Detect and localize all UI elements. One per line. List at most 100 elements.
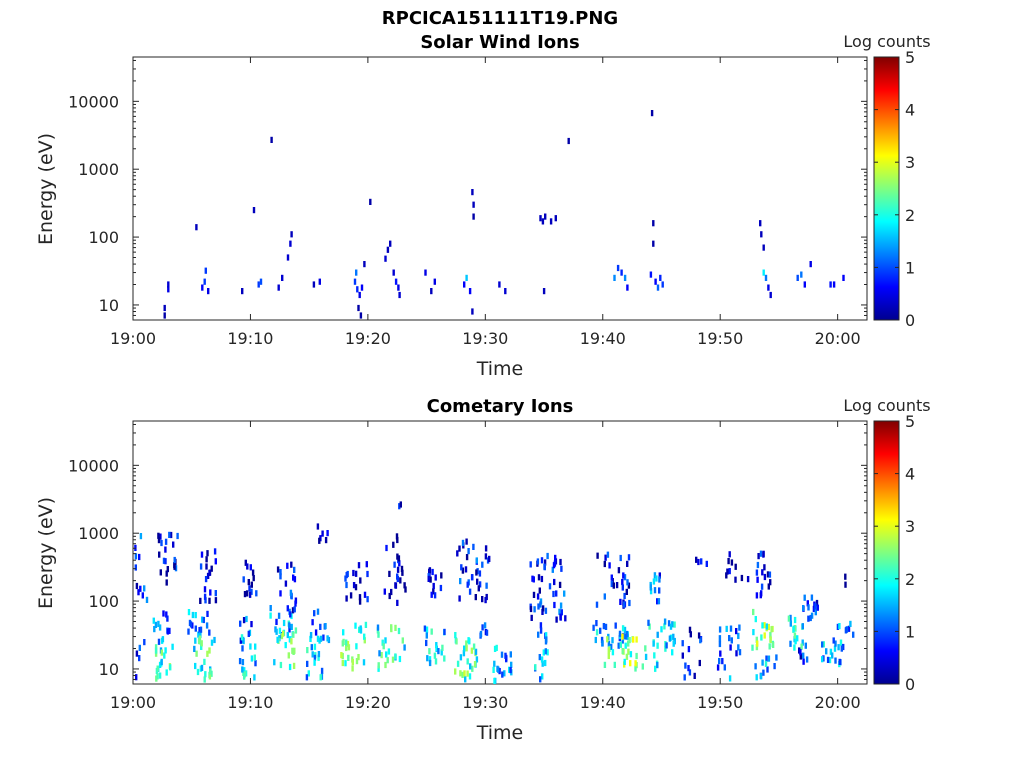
spectrogram-cell — [199, 626, 203, 633]
spectrogram-cell — [752, 629, 755, 636]
spectrogram-cell — [793, 644, 796, 651]
spectrogram-cell — [385, 544, 388, 552]
spectrogram-cell — [485, 629, 489, 636]
spectrogram-cell — [357, 304, 360, 312]
spectrogram-cell — [789, 640, 792, 647]
spectrogram-cell — [759, 592, 762, 599]
spectrogram-cell — [214, 558, 217, 565]
spectrogram-cell — [247, 630, 250, 637]
spectrogram-cell — [135, 650, 139, 657]
spectrogram-cell — [165, 669, 168, 676]
spectrogram-cell — [286, 562, 289, 569]
spectrogram-cell — [539, 215, 542, 222]
spectrogram-cell — [207, 288, 210, 295]
spectrogram-cell — [279, 569, 282, 576]
spectrogram-cell — [203, 676, 206, 683]
spectrogram-cell — [532, 576, 535, 583]
spectrogram-cell — [737, 644, 740, 651]
axes-box — [132, 420, 868, 685]
spectrogram-cell — [789, 620, 792, 627]
spectrogram-cell — [239, 620, 242, 627]
spectrogram-cell — [847, 625, 851, 632]
spectrogram-cell — [687, 665, 690, 672]
spectrogram-cell — [424, 269, 427, 276]
cometary-plot-area: 19:00 19:10 19:20 19:30 19:40 19:50 20:00 10 100… — [68, 420, 868, 712]
spectrogram-cell — [671, 649, 674, 656]
spectrogram-cell — [660, 626, 663, 633]
spectrogram-cell — [504, 288, 507, 295]
spectrogram-cell — [253, 674, 256, 681]
spectrogram-cell — [398, 655, 402, 663]
spectrogram-cell — [196, 668, 200, 676]
spectrogram-cell — [398, 560, 401, 567]
spectrogram-cell — [816, 604, 819, 611]
spectrogram-cell — [614, 622, 617, 629]
spectrogram-cell — [199, 597, 202, 604]
spectrogram-cell — [688, 626, 692, 633]
spectrogram-cell — [199, 563, 203, 570]
spectrogram-cell — [276, 566, 280, 573]
spectrogram-cell — [500, 651, 504, 658]
spectrogram-cell — [549, 218, 553, 225]
cometary-panel: Cometary Ions 19:00 19:10 19:20 19:30 19:40 1… — [35, 396, 931, 744]
spectrogram-cell — [205, 563, 208, 570]
colorbar-tick-label: 0 — [905, 311, 915, 330]
y-tick-label: 1000 — [78, 524, 119, 543]
spectrogram-cell — [385, 651, 388, 658]
spectrogram-cell — [652, 240, 655, 247]
solar-wind-x-axis-label: Time — [476, 358, 524, 380]
spectrogram-cell — [241, 659, 245, 666]
spectrogram-cell — [553, 560, 557, 567]
spectrogram-cell — [759, 550, 763, 557]
spectrogram-cell — [397, 284, 400, 291]
spectrogram-cell — [474, 648, 478, 655]
panel-title-cometary: Cometary Ions — [427, 396, 574, 417]
spectrogram-cell — [208, 569, 211, 576]
spectrogram-cell — [544, 213, 547, 220]
spectrogram-cell — [766, 571, 770, 578]
spectrogram-cell — [759, 673, 763, 680]
spectrogram-cell — [802, 652, 805, 659]
spectrogram-cell — [252, 575, 255, 582]
spectrogram-cell — [243, 591, 247, 598]
spectrogram-cell — [154, 644, 158, 651]
spectrogram-cell — [377, 631, 380, 638]
spectrogram-cell — [510, 661, 513, 668]
spectrogram-cell — [611, 637, 614, 644]
spectrogram-cell — [718, 657, 721, 665]
spectrogram-cell — [621, 584, 624, 591]
spectrogram-cell — [157, 638, 161, 645]
spectrogram-cell — [366, 596, 369, 603]
spectrogram-cell — [324, 623, 327, 630]
spectrogram-cell — [191, 622, 194, 629]
spectrogram-cell — [168, 627, 171, 634]
spectrogram-cell — [652, 578, 656, 585]
spectrogram-cell — [559, 558, 562, 566]
spectrogram-cell — [612, 582, 615, 589]
spectrogram-cell — [394, 624, 397, 631]
spectrogram-cell — [757, 553, 760, 560]
spectrogram-cell — [213, 548, 217, 555]
spectrogram-cell — [809, 614, 812, 622]
y-tick-label: 10 — [99, 660, 119, 679]
spectrogram-cell — [399, 577, 402, 584]
spectrogram-cell — [164, 647, 167, 654]
spectrogram-cell — [654, 665, 657, 672]
spectrogram-cell — [543, 559, 547, 566]
spectrogram-cell — [318, 637, 321, 644]
spectrogram-cell — [137, 589, 140, 596]
spectrogram-cell — [270, 136, 273, 143]
spectrogram-cell — [154, 621, 158, 628]
spectrogram-cell — [602, 623, 606, 630]
spectrogram-cell — [541, 608, 544, 615]
spectrogram-cell — [345, 595, 348, 602]
spectrogram-cell — [681, 640, 684, 647]
spectrogram-cell — [496, 665, 499, 672]
spectrogram-cell — [434, 658, 438, 665]
spectrogram-cell — [622, 572, 625, 579]
spectrogram-cell — [200, 551, 204, 558]
spectrogram-cell — [194, 625, 197, 632]
spectrogram-cell — [403, 644, 406, 651]
spectrogram-cell — [471, 308, 474, 315]
spectrogram-cell — [464, 566, 468, 573]
